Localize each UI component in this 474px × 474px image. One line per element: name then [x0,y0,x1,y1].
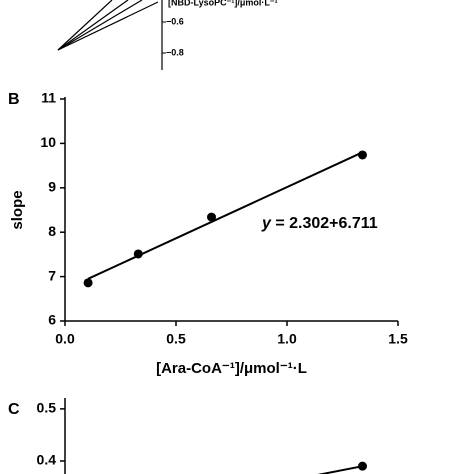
x-tick-label: 0.0 [55,331,75,347]
data-point [357,461,367,471]
panel-a-lines [57,0,159,51]
annotation-var: y [261,215,272,232]
y-tick-label: 0.5 [37,400,57,416]
x-tick-label: 1.5 [388,331,408,347]
line-fragment [57,0,129,51]
panel-label: B [8,91,20,108]
data-point [207,212,217,222]
data-point [133,249,143,259]
y-tick-label: −0.6 [166,16,184,26]
x-tick-label: 1.0 [277,331,297,347]
y-tick-label: 6 [48,312,56,328]
y-tick-label: 7 [48,267,56,283]
y-tick-label: 8 [48,223,56,239]
data-point [357,150,367,160]
annotation-text: = 2.302+6.711 [271,215,378,232]
x-axis-label: [NBD-LysoPC⁻¹]/μmol·L⁻¹ [168,0,278,7]
y-tick-label: 9 [48,179,56,195]
y-tick-label: −0.8 [166,47,184,57]
data-point [83,278,93,288]
line-fragment [57,0,113,51]
line-fragment [57,0,143,51]
line-fragment [57,1,159,51]
x-axis-label: [Ara-CoA⁻¹]/μmol⁻¹·L [156,360,307,377]
fit-line [87,151,363,280]
y-axis-label: slope [9,190,26,229]
x-tick-label: 0.5 [166,331,186,347]
fit-line [317,465,363,474]
y-tick-label: 10 [40,134,56,150]
panel-label: C [8,401,20,418]
annotation: y = 2.302+6.711 [261,215,378,232]
y-tick-label: 0.4 [37,452,57,468]
y-tick-label: 11 [41,90,56,106]
